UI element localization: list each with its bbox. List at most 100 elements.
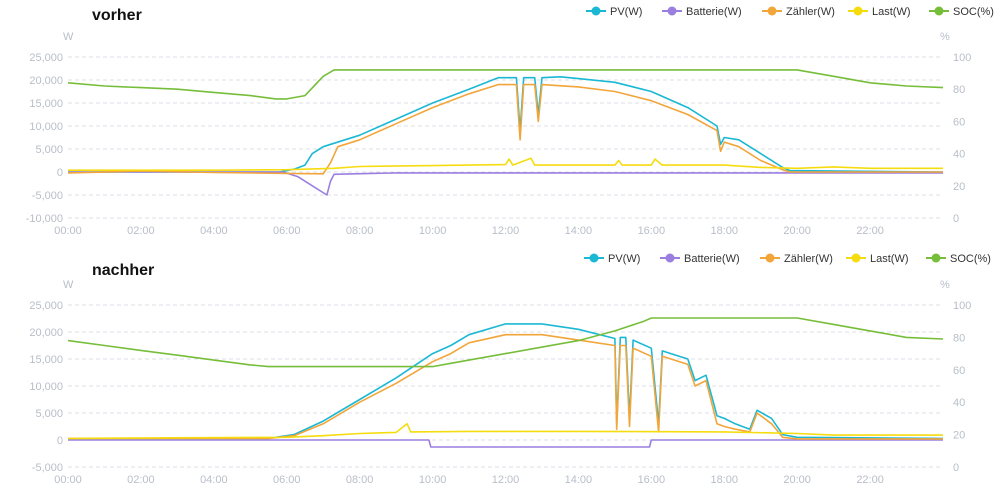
legend-item-Batterie(W)[interactable]: Batterie(W) <box>662 6 742 18</box>
right-axis-unit: % <box>940 31 950 43</box>
legend-item-PV(W)[interactable]: PV(W) <box>586 6 642 18</box>
legend-swatch-dot <box>765 253 775 263</box>
y-left-tick-label: 0 <box>57 435 63 447</box>
legend-item-PV(W)[interactable]: PV(W) <box>584 253 640 265</box>
x-tick-label: 04:00 <box>200 225 228 237</box>
chart-title: nachher <box>92 262 154 279</box>
y-right-tick-label: 100 <box>953 300 971 312</box>
legend-label: SOC(%) <box>950 253 991 265</box>
x-tick-label: 22:00 <box>856 474 884 486</box>
legend-swatch-dot <box>591 6 601 16</box>
series-line-PV(W) <box>68 323 944 440</box>
y-left-tick-label: 10,000 <box>29 381 63 393</box>
x-tick-label: 16:00 <box>638 474 666 486</box>
x-tick-label: 18:00 <box>710 474 738 486</box>
series-line-SOC(%) <box>67 317 944 368</box>
series-line-Zähler(W) <box>68 333 943 440</box>
x-tick-label: 20:00 <box>783 474 811 486</box>
legend-label: Last(W) <box>872 6 911 18</box>
legend-swatch-dot <box>934 6 944 16</box>
series-line-Zähler(W) <box>67 83 943 175</box>
right-axis-unit: % <box>940 279 950 291</box>
y-left-tick-label: 5,000 <box>35 408 63 420</box>
y-left-tick-label: 25,000 <box>29 300 63 312</box>
x-tick-label: 12:00 <box>492 225 520 237</box>
series-line-Batterie(W) <box>68 171 943 196</box>
x-tick-label: 16:00 <box>638 225 666 237</box>
legend-item-Zähler(W)[interactable]: Zähler(W) <box>760 253 833 265</box>
x-tick-label: 06:00 <box>273 474 301 486</box>
legend-item-Last(W)[interactable]: Last(W) <box>846 253 909 265</box>
legend-label: PV(W) <box>610 6 642 18</box>
y-right-tick-label: 0 <box>953 462 959 474</box>
y-right-tick-label: 40 <box>953 397 965 409</box>
x-tick-label: 20:00 <box>783 225 811 237</box>
legend-label: PV(W) <box>608 253 640 265</box>
x-tick-label: 10:00 <box>419 474 447 486</box>
y-left-tick-label: 5,000 <box>35 144 63 156</box>
y-left-tick-label: 20,000 <box>29 327 63 339</box>
legend-swatch-dot <box>853 6 863 16</box>
y-right-tick-label: 80 <box>953 84 965 96</box>
legend-swatch-dot <box>667 6 677 16</box>
legend-item-Last(W)[interactable]: Last(W) <box>848 6 911 18</box>
legend-label: Batterie(W) <box>684 253 740 265</box>
x-tick-label: 06:00 <box>273 225 301 237</box>
y-left-tick-label: 20,000 <box>29 75 63 87</box>
legend-label: SOC(%) <box>953 6 994 18</box>
x-tick-label: 04:00 <box>200 474 228 486</box>
x-tick-label: 08:00 <box>346 474 374 486</box>
chart-title: vorher <box>92 7 142 24</box>
legend-label: Batterie(W) <box>686 6 742 18</box>
y-left-tick-label: 10,000 <box>29 121 63 133</box>
y-left-tick-label: -5,000 <box>32 462 63 474</box>
legend-label: Zähler(W) <box>784 253 833 265</box>
legend-item-SOC(%)[interactable]: SOC(%) <box>929 6 994 18</box>
x-tick-label: 10:00 <box>419 225 447 237</box>
x-tick-label: 22:00 <box>856 225 884 237</box>
y-right-tick-label: 0 <box>953 213 959 225</box>
chart-panel-vorher: vorher W % -10,000 -5,000 0 5,000 10,000 15,000 2… <box>26 6 994 237</box>
y-right-tick-label: 100 <box>953 52 971 64</box>
y-right-tick-label: 60 <box>953 116 965 128</box>
legend-item-Batterie(W)[interactable]: Batterie(W) <box>660 253 740 265</box>
x-tick-label: 18:00 <box>710 225 738 237</box>
legend-label: Last(W) <box>870 253 909 265</box>
series-line-Batterie(W) <box>68 439 943 448</box>
y-left-tick-label: -5,000 <box>32 190 63 202</box>
y-left-tick-label: 25,000 <box>29 52 63 64</box>
x-tick-label: 12:00 <box>492 474 520 486</box>
y-left-tick-label: 15,000 <box>29 354 63 366</box>
series-line-SOC(%) <box>67 69 944 100</box>
x-tick-label: 02:00 <box>127 474 155 486</box>
y-left-tick-label: 15,000 <box>29 98 63 110</box>
legend-swatch-dot <box>589 253 599 263</box>
x-tick-label: 00:00 <box>54 474 82 486</box>
left-axis-unit: W <box>63 31 74 43</box>
y-right-tick-label: 80 <box>953 332 965 344</box>
legend-item-SOC(%)[interactable]: SOC(%) <box>926 253 991 265</box>
y-right-tick-label: 20 <box>953 181 965 193</box>
legend-swatch-dot <box>851 253 861 263</box>
legend-swatch-dot <box>665 253 675 263</box>
x-tick-label: 08:00 <box>346 225 374 237</box>
legend-swatch-dot <box>931 253 941 263</box>
x-tick-label: 02:00 <box>127 225 155 237</box>
left-axis-unit: W <box>63 279 74 291</box>
x-tick-label: 00:00 <box>54 225 82 237</box>
y-right-tick-label: 40 <box>953 149 965 161</box>
legend-item-Zähler(W)[interactable]: Zähler(W) <box>762 6 835 18</box>
series-line-Last(W) <box>68 157 943 171</box>
series-line-Last(W) <box>67 423 943 440</box>
x-tick-label: 14:00 <box>565 225 593 237</box>
y-left-tick-label: 0 <box>57 167 63 179</box>
y-right-tick-label: 20 <box>953 430 965 442</box>
y-right-tick-label: 60 <box>953 365 965 377</box>
y-left-tick-label: -10,000 <box>26 213 63 225</box>
x-tick-label: 14:00 <box>565 474 593 486</box>
chart-panel-nachher: nachher W % -5,000 0 5,000 10,000 15,000 20,000 2… <box>29 253 991 486</box>
legend-swatch-dot <box>767 6 777 16</box>
legend-label: Zähler(W) <box>786 6 835 18</box>
